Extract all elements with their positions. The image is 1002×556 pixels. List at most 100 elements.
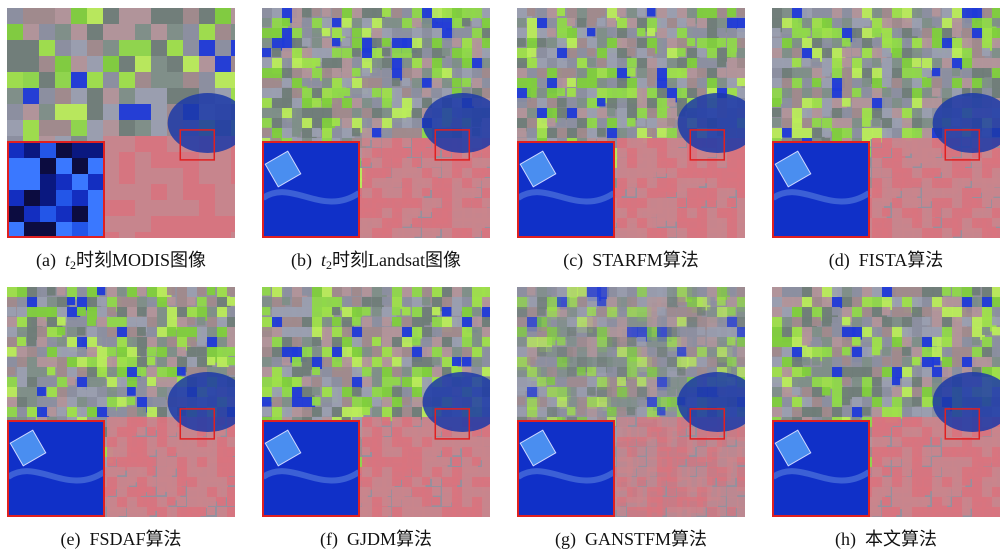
pixel [942,68,953,79]
pixel [57,317,66,326]
pixel [103,184,119,200]
pixel [852,28,863,39]
pixel [547,387,557,397]
pixel [7,72,23,88]
pixel [932,198,942,208]
pixel [962,48,972,58]
pixel [352,48,361,57]
pixel [832,367,843,378]
pixel [482,297,490,308]
pixel [597,58,606,67]
pixel [852,407,862,417]
pixel [282,28,292,38]
pixel [527,287,535,295]
pixel [627,158,638,169]
inset [773,142,869,237]
pixel [912,467,922,477]
pixel [87,104,103,120]
pixel [792,38,803,49]
pixel [567,297,578,308]
pixel [207,457,217,467]
pixel [517,307,528,318]
pixel [627,467,636,476]
pixel [422,208,431,217]
pixel [231,232,235,238]
pixel [782,118,793,129]
pixel [23,88,39,104]
pixel [97,317,107,327]
pixel [972,188,981,197]
pixel [402,168,413,179]
pixel [157,437,168,448]
pixel [322,28,330,36]
pixel [231,216,235,232]
pixel [872,28,881,37]
caption-text: GJDM算法 [347,529,432,549]
pixel [432,447,441,456]
pixel [872,158,882,168]
pixel [557,38,567,48]
pixel [362,138,370,146]
pixel [312,287,322,297]
pixel [167,337,179,349]
pixel [832,307,840,315]
pixel [262,407,271,416]
pixel [717,58,726,67]
pixel [567,68,576,77]
pixel [332,108,343,119]
pixel [432,218,443,229]
pixel [342,28,350,36]
inset-pixel [24,174,40,190]
pixel [872,297,883,308]
pixel [322,8,331,17]
pixel [627,357,637,367]
caption: (c) STARFM算法 [506,246,756,272]
pixel [932,357,940,365]
pixel [587,38,598,49]
pixel [892,437,902,447]
pixel [77,407,89,419]
pixel [432,467,444,479]
pixel [422,507,432,517]
pixel [272,108,283,119]
pixel [697,497,707,507]
pixel [992,188,1000,197]
pixel [107,407,116,416]
pixel [942,228,953,238]
pixel [667,98,676,107]
pixel [882,178,892,188]
pixel [772,128,783,139]
pixel [617,337,628,348]
pixel [137,307,147,317]
pixel [882,347,891,356]
pixel [282,68,293,79]
pixel [832,297,843,308]
pixel [382,78,392,88]
pixel [617,208,628,219]
pixel [27,297,38,308]
pixel [17,297,28,308]
pixel [382,148,392,158]
pixel [402,307,410,315]
pixel [392,218,402,228]
pixel [617,497,626,506]
pixel [727,297,737,307]
pixel [952,507,963,517]
inset [263,421,359,516]
pixel [737,437,745,448]
pixel [772,108,781,117]
pixel [452,78,461,87]
inset-pixel [40,142,56,158]
pixel [362,98,374,110]
pixel [382,447,393,458]
pixel [262,98,272,108]
pixel [177,477,187,487]
pixel [932,467,941,476]
pixel [852,397,863,408]
pixel [557,367,569,379]
pixel [637,88,647,98]
pixel [517,108,528,119]
pixel [637,347,648,358]
pixel [982,327,990,335]
pixel [197,337,206,346]
